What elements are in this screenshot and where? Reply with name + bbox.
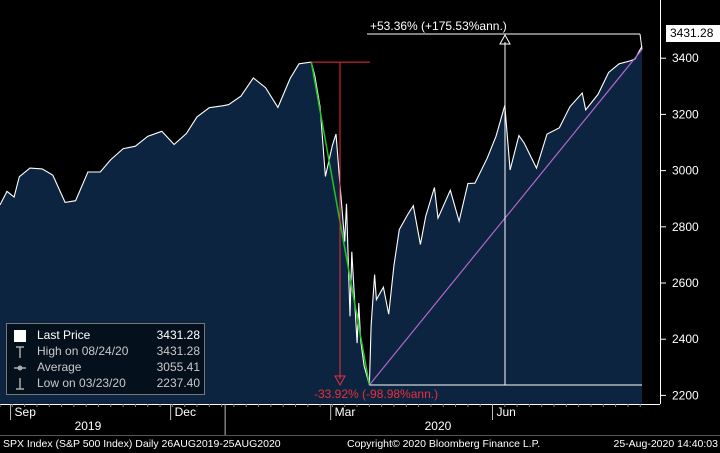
rise-end-connector [639, 33, 643, 50]
low-marker-icon [13, 377, 27, 391]
y-tick-label: 2800 [672, 220, 699, 234]
series-area-fill [0, 46, 642, 404]
y-tick-label: 3000 [672, 164, 699, 178]
x-tick-label: Dec [175, 405, 196, 419]
decline-arrow-icon [334, 375, 346, 387]
legend-row-high: High on 08/24/20 3431.28 [11, 344, 200, 360]
square-icon [13, 329, 27, 343]
x-year-label: 2020 [425, 419, 452, 433]
average-marker-icon [13, 361, 27, 375]
x-tick-label: Sep [15, 405, 37, 419]
recovery-trend-line [368, 49, 643, 386]
x-tick-label: Jun [496, 405, 515, 419]
decline-label: -33.92% (-98.98%ann.) [314, 387, 438, 401]
y-tick-label: 2400 [672, 332, 699, 346]
legend-value: 3431.28 [156, 328, 200, 342]
rise-label: +53.36% (+175.53%ann.) [370, 19, 507, 33]
y-tick-label: 3200 [672, 107, 699, 121]
x-year-label: 2019 [75, 419, 102, 433]
legend-value: 3055.41 [156, 360, 200, 374]
legend-label: Low on 03/23/20 [37, 376, 126, 390]
legend-label: Average [37, 360, 82, 374]
legend-value: 3431.28 [156, 344, 200, 358]
rise-arrow-icon [499, 33, 511, 45]
legend: Last Price 3431.28 High on 08/24/20 3431… [6, 323, 205, 395]
legend-value: 2237.40 [156, 376, 200, 390]
last-price-marker: 3431.28 [666, 25, 720, 42]
y-tick-label: 2600 [672, 276, 699, 290]
footer-copyright: Copyright© 2020 Bloomberg Finance L.P. [347, 438, 541, 450]
footer-bar: SPX Index (S&P 500 Index) Daily 26AUG201… [0, 437, 720, 453]
legend-row-last-price: Last Price 3431.28 [11, 328, 200, 344]
footer-timestamp: 25-Aug-2020 14:40:03 [613, 438, 718, 450]
high-marker-icon [13, 345, 27, 359]
x-tick-label: Mar [335, 405, 356, 419]
legend-row-average: Average 3055.41 [11, 360, 200, 376]
legend-label: High on 08/24/20 [37, 344, 129, 358]
y-tick-label: 2200 [672, 388, 699, 402]
legend-label: Last Price [37, 328, 91, 342]
footer-security-info: SPX Index (S&P 500 Index) Daily 26AUG201… [3, 438, 281, 450]
legend-row-low: Low on 03/23/20 2237.40 [11, 376, 200, 392]
y-tick-label: 3400 [672, 51, 699, 65]
